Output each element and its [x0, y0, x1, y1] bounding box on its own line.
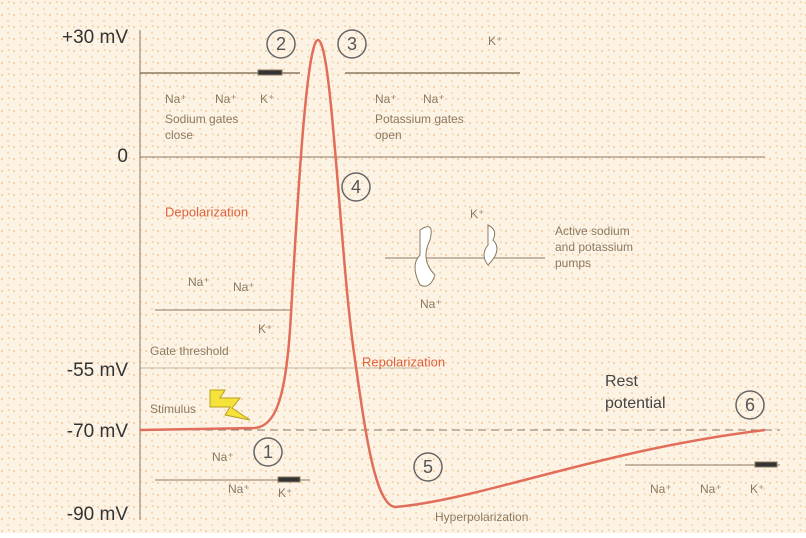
- stimulus-icon: [209, 389, 251, 421]
- label: Active sodium: [555, 224, 630, 238]
- label: open: [375, 128, 402, 142]
- ion-label: Na⁺: [375, 92, 397, 106]
- ion-label: Na⁺: [212, 450, 234, 464]
- label: Repolarization: [362, 354, 445, 369]
- ion-label: Na⁺: [188, 275, 210, 289]
- axis-label: +30 mV: [62, 27, 128, 48]
- axis-label: -70 mV: [67, 421, 129, 442]
- step-number: 4: [351, 177, 361, 197]
- ion-label: Na⁺: [233, 280, 255, 294]
- ion-label: Na⁺: [420, 297, 442, 311]
- label: pumps: [555, 256, 591, 270]
- ion-label: K⁺: [258, 322, 272, 336]
- step-number: 1: [263, 442, 273, 462]
- step-number: 5: [423, 457, 433, 477]
- ion-label: Na⁺: [228, 482, 250, 496]
- membrane-potential-curve: [139, 38, 766, 509]
- label: and potassium: [555, 240, 633, 254]
- step-circle: [413, 452, 443, 482]
- ion-label: Na⁺: [165, 92, 187, 106]
- ion-label: Na⁺: [700, 482, 722, 496]
- ion-label: K⁺: [488, 34, 502, 48]
- label: potential: [605, 395, 666, 412]
- step-circle: [253, 437, 283, 467]
- label: Potassium gates: [375, 112, 464, 126]
- label: Sodium gates: [165, 112, 238, 126]
- ion-label: K⁺: [260, 92, 274, 106]
- label: Depolarization: [165, 204, 248, 219]
- ion-label: Na⁺: [650, 482, 672, 496]
- ion-label: K⁺: [750, 482, 764, 496]
- label: Rest: [605, 373, 638, 390]
- label: Gate threshold: [150, 344, 229, 358]
- labels: +30 mV 0 -55 mV -70 mV -90 mV 1 2 3 4 5 6 Sodium ga…: [62, 27, 765, 525]
- ion-label: K⁺: [278, 486, 292, 500]
- step-circle: [337, 29, 367, 59]
- step-number: 2: [276, 34, 286, 54]
- ion-label: Na⁺: [423, 92, 445, 106]
- axis-label: -90 mV: [67, 504, 129, 525]
- label: close: [165, 128, 193, 142]
- axis-label: 0: [117, 146, 128, 167]
- label: Stimulus: [150, 402, 196, 416]
- label: Hyperpolarization: [435, 510, 528, 524]
- step-circle: [735, 390, 765, 420]
- ion-label: K⁺: [470, 207, 484, 221]
- step-number: 3: [347, 34, 357, 54]
- step-circle: [341, 172, 371, 202]
- axis-label: -55 mV: [67, 360, 129, 381]
- axes: [139, 30, 780, 520]
- step-number: 6: [745, 395, 755, 415]
- step-circle: [266, 29, 296, 59]
- ion-label: Na⁺: [215, 92, 237, 106]
